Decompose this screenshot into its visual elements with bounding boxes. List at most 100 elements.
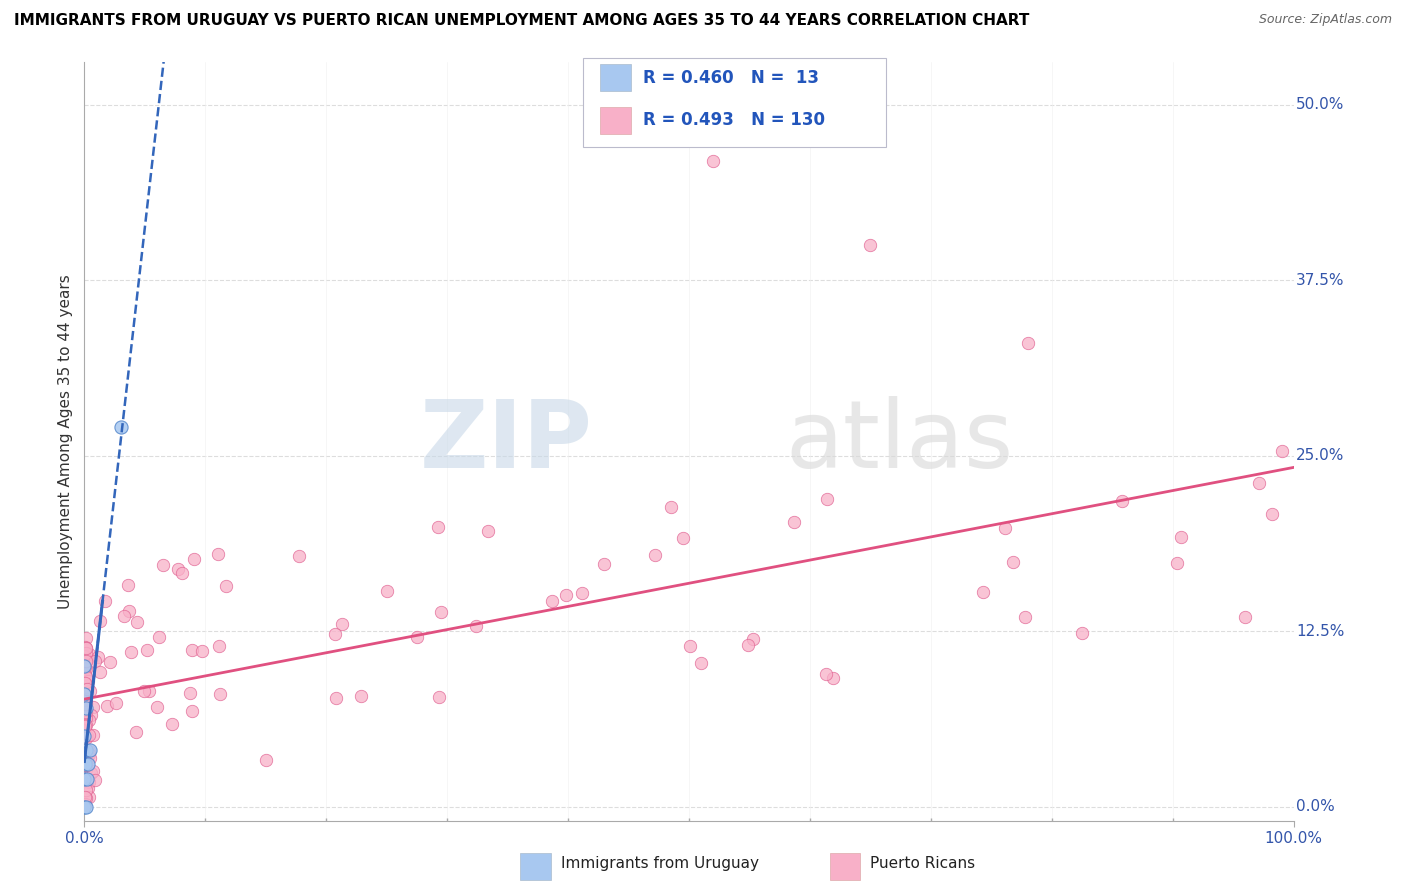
Point	[73, 655, 96, 669]
Point	[170, 566, 193, 580]
Point	[76, 729, 98, 743]
Point	[73, 772, 96, 786]
Point	[323, 627, 346, 641]
Point	[75, 662, 97, 676]
Point	[76, 653, 98, 667]
Point	[76, 746, 98, 760]
Point	[183, 552, 205, 566]
Point	[1071, 625, 1094, 640]
Point	[83, 654, 105, 668]
Point	[1017, 336, 1039, 351]
Point	[1170, 530, 1192, 544]
Point	[190, 643, 212, 657]
Point	[75, 711, 97, 725]
Point	[75, 743, 97, 757]
Text: R = 0.460   N =  13: R = 0.460 N = 13	[643, 69, 818, 87]
Point	[254, 753, 277, 767]
Point	[77, 728, 100, 742]
Text: Puerto Ricans: Puerto Ricans	[870, 856, 976, 871]
Point	[1111, 494, 1133, 508]
Point	[702, 153, 724, 168]
Point	[73, 799, 96, 814]
Point	[430, 605, 453, 619]
Point	[181, 643, 204, 657]
Point	[79, 751, 101, 765]
Point	[814, 667, 837, 681]
Text: 25.0%: 25.0%	[1296, 448, 1344, 463]
Point	[375, 584, 398, 599]
Point	[134, 684, 156, 698]
Point	[207, 547, 229, 561]
Point	[73, 640, 96, 654]
Point	[89, 614, 111, 628]
Text: 50.0%: 50.0%	[1296, 97, 1344, 112]
Point	[571, 586, 593, 600]
Text: R = 0.493   N = 130: R = 0.493 N = 130	[643, 112, 824, 129]
Point	[593, 558, 616, 572]
Point	[75, 790, 97, 805]
Point	[427, 690, 450, 704]
Point	[110, 420, 132, 434]
Point	[75, 754, 97, 768]
Point	[135, 642, 157, 657]
Point	[98, 655, 121, 669]
Point	[75, 632, 97, 646]
Point	[76, 681, 98, 696]
Point	[118, 604, 141, 618]
Point	[77, 713, 100, 727]
Point	[79, 743, 101, 757]
Point	[75, 757, 97, 772]
Point	[75, 647, 97, 661]
Text: 0.0%: 0.0%	[1296, 799, 1334, 814]
Point	[75, 763, 97, 777]
Point	[82, 700, 104, 714]
Point	[73, 719, 96, 733]
Point	[181, 704, 204, 718]
Point	[75, 757, 97, 772]
Point	[166, 562, 188, 576]
Point	[79, 647, 101, 661]
Point	[84, 772, 107, 787]
Point	[75, 701, 97, 715]
Point	[75, 718, 97, 732]
Point	[138, 684, 160, 698]
Point	[859, 238, 882, 252]
Point	[160, 717, 183, 731]
Point	[75, 756, 97, 770]
Point	[465, 619, 488, 633]
Point	[330, 616, 353, 631]
Point	[77, 744, 100, 758]
Point	[73, 756, 96, 771]
Point	[555, 589, 578, 603]
Point	[96, 698, 118, 713]
Point	[288, 549, 311, 563]
Point	[77, 745, 100, 759]
Point	[75, 731, 97, 746]
Text: Source: ZipAtlas.com: Source: ZipAtlas.com	[1258, 13, 1392, 27]
Point	[426, 520, 449, 534]
Y-axis label: Unemployment Among Ages 35 to 44 years: Unemployment Among Ages 35 to 44 years	[58, 274, 73, 609]
Point	[325, 690, 347, 705]
Point	[208, 687, 231, 701]
Point	[75, 697, 97, 711]
Point	[1014, 609, 1036, 624]
Point	[737, 638, 759, 652]
Point	[79, 789, 101, 804]
Point	[75, 723, 97, 738]
Point	[79, 765, 101, 780]
Point	[76, 780, 98, 795]
Point	[679, 640, 702, 654]
Point	[1260, 507, 1282, 521]
Text: atlas: atlas	[786, 395, 1014, 488]
Point	[73, 797, 96, 812]
Point	[659, 500, 682, 515]
Point	[73, 698, 96, 713]
Point	[125, 615, 148, 629]
Text: 37.5%: 37.5%	[1296, 273, 1344, 287]
Point	[817, 491, 839, 506]
Point	[477, 524, 499, 539]
Point	[79, 684, 101, 698]
Point	[75, 782, 97, 797]
Point	[73, 675, 96, 690]
Point	[75, 790, 97, 805]
